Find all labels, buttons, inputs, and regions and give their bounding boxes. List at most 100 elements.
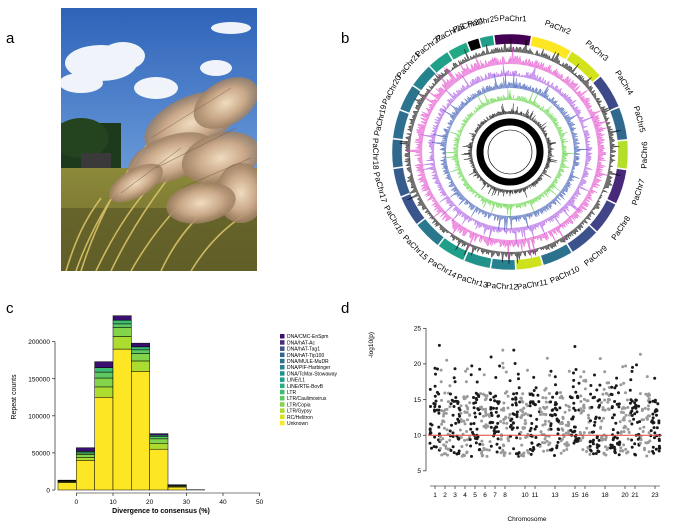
manh-point [436, 367, 439, 371]
manh-point [430, 423, 434, 427]
manh-point [645, 441, 649, 445]
manh-point [465, 367, 469, 371]
manh-point [651, 445, 655, 449]
manh-point [544, 396, 548, 400]
manh-point [433, 405, 437, 409]
manh-point [656, 402, 660, 406]
manh-point [541, 396, 545, 400]
manh-point [518, 437, 522, 440]
legend-label: LTR/Copia [287, 402, 311, 408]
manh-point [654, 408, 658, 412]
manh-point [563, 410, 567, 414]
manh-point [538, 407, 542, 411]
manh-point [456, 417, 460, 421]
manh-point [558, 437, 562, 441]
chromosome-label: PaChr25 [467, 14, 500, 29]
hist-bar [94, 386, 114, 398]
manh-point [643, 446, 646, 450]
manh-point [606, 400, 610, 404]
hist-ylabel: Repeat counts [11, 374, 18, 420]
manh-point [475, 380, 479, 384]
manh-point [572, 441, 576, 445]
manh-point [654, 447, 658, 451]
hist-bar [112, 336, 132, 350]
manh-point [592, 430, 596, 434]
manh-ytick-label: 15 [414, 397, 422, 404]
manh-point [573, 345, 577, 348]
manh-point [515, 410, 519, 414]
manh-point [542, 405, 545, 409]
manh-point [579, 400, 583, 403]
manh-point [547, 420, 551, 423]
manh-point [428, 387, 432, 391]
manh-point [551, 395, 555, 399]
manh-point [644, 392, 648, 396]
manh-point [530, 392, 534, 396]
manh-point [612, 436, 616, 440]
manh-point [589, 448, 593, 452]
hist-bar [149, 438, 169, 444]
legend-label: DNA/TcMar-Stowaway [287, 371, 338, 377]
manh-point [530, 441, 534, 445]
manh-point [604, 445, 607, 449]
manh-point [556, 432, 560, 436]
chromosome-label: PaChr9 [582, 243, 609, 268]
chromosome-label: PaChr8 [610, 214, 633, 242]
chromosome-segment [464, 251, 492, 269]
manh-point [584, 378, 588, 382]
manh-point [595, 388, 599, 392]
manh-point [439, 435, 442, 439]
manh-point [437, 411, 441, 415]
manh-point [453, 380, 457, 384]
manh-point [482, 373, 486, 377]
manh-point [549, 427, 553, 431]
legend-label: LTR/Gypsy [287, 409, 312, 415]
manh-point [543, 437, 547, 441]
legend-label: DNA/CMC-EnSpm [287, 334, 328, 340]
manh-point [549, 422, 553, 426]
manh-point [574, 390, 578, 394]
manh-point [625, 451, 629, 455]
manh-point [602, 416, 606, 420]
manh-point [565, 443, 569, 447]
manh-point [556, 440, 560, 444]
manh-point [626, 437, 630, 441]
manh-point [651, 449, 655, 453]
manh-point [433, 384, 437, 388]
chromosome-label: PaChr7 [630, 177, 647, 206]
manh-point [544, 400, 548, 404]
manh-point [534, 425, 538, 429]
manh-point [469, 427, 473, 431]
manh-point [634, 398, 638, 402]
manh-point [440, 422, 444, 426]
manh-point [586, 413, 590, 417]
manh-point [506, 406, 510, 410]
manh-point [550, 448, 554, 452]
manh-point [457, 449, 461, 453]
manh-point [463, 422, 467, 426]
manh-point [630, 399, 634, 403]
manh-point [489, 398, 493, 402]
manh-point [440, 453, 444, 457]
manh-point [522, 406, 526, 410]
manh-point [532, 375, 536, 379]
manh-point [501, 443, 505, 447]
manh-point [478, 442, 482, 446]
manh-point [628, 419, 632, 423]
manh-point [430, 446, 433, 450]
manh-point [487, 448, 491, 452]
manh-point [510, 427, 514, 431]
manh-point [579, 394, 583, 398]
manh-point [465, 443, 469, 447]
manh-point [521, 400, 525, 404]
manh-point [579, 407, 583, 411]
manh-point [567, 421, 571, 425]
manh-point [634, 406, 638, 410]
manh-xtick-label: 10 [521, 492, 529, 499]
manh-point [439, 368, 443, 372]
manh-point [494, 376, 498, 379]
manh-point [461, 453, 465, 457]
manh-point [543, 441, 547, 445]
manh-point [507, 416, 511, 420]
manh-point [595, 443, 599, 447]
